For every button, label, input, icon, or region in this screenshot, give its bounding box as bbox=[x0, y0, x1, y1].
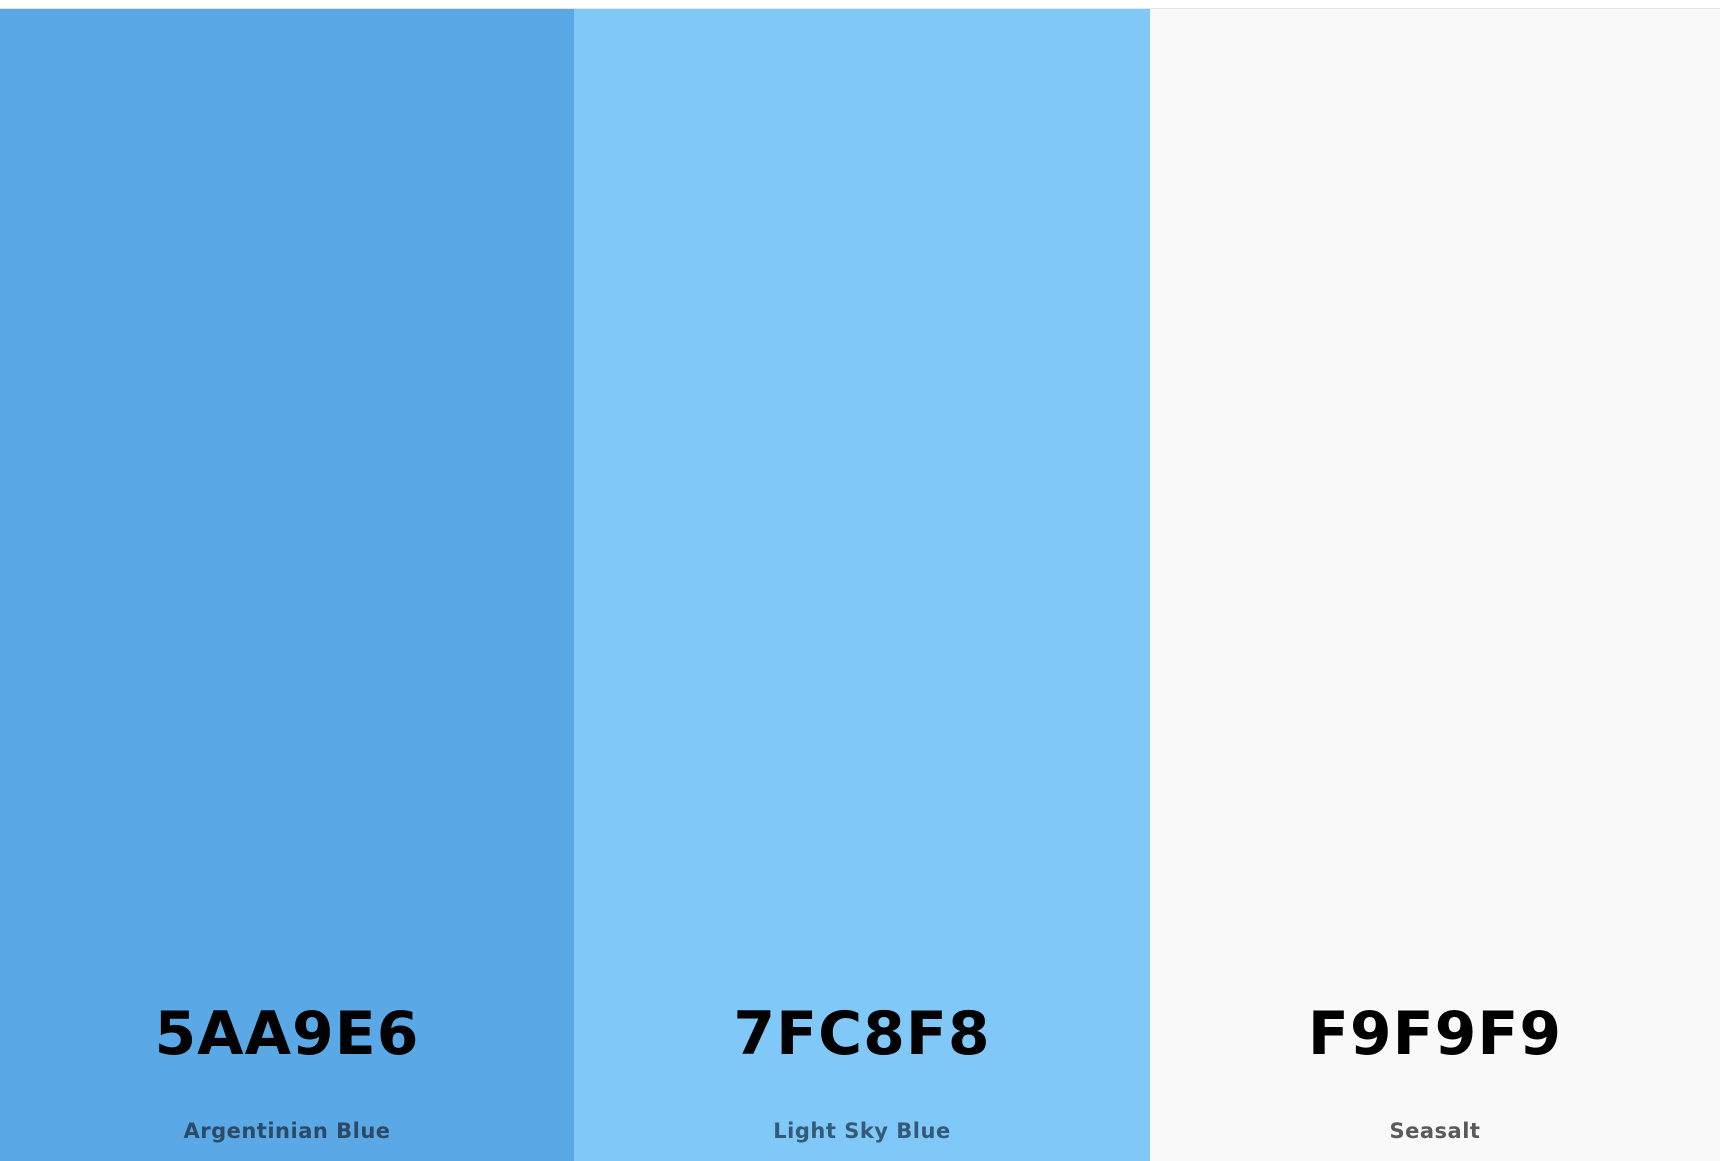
swatch-color-name: Seasalt bbox=[1389, 1119, 1481, 1143]
swatch-light-sky-blue[interactable]: 7FC8F8 Light Sky Blue bbox=[574, 9, 1150, 1161]
color-palette: 5AA9E6 Argentinian Blue 7FC8F8 Light Sky… bbox=[0, 9, 1720, 1161]
swatch-hex-code[interactable]: 5AA9E6 bbox=[154, 999, 420, 1069]
swatch-hex-code[interactable]: 7FC8F8 bbox=[733, 999, 991, 1069]
swatch-argentinian-blue[interactable]: 5AA9E6 Argentinian Blue bbox=[0, 9, 574, 1161]
swatch-color-name: Argentinian Blue bbox=[183, 1119, 391, 1143]
swatch-color-name: Light Sky Blue bbox=[773, 1119, 951, 1143]
top-divider bbox=[0, 0, 1720, 9]
swatch-seasalt[interactable]: F9F9F9 Seasalt bbox=[1150, 9, 1720, 1161]
swatch-hex-code[interactable]: F9F9F9 bbox=[1307, 999, 1563, 1069]
